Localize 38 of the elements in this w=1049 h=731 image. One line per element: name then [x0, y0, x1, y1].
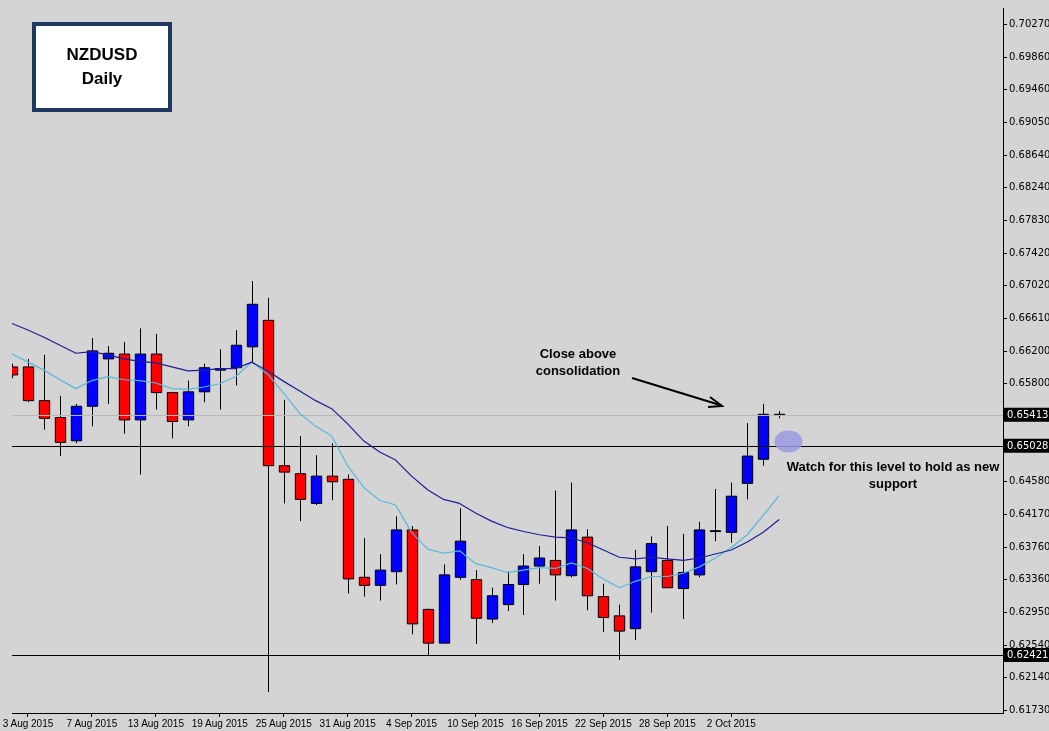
y-tick-label: 0.64170	[1009, 508, 1049, 520]
ref-line-label: 0.62421	[1007, 649, 1049, 661]
y-tick-label: 0.67420	[1009, 247, 1049, 259]
y-tick-label: 0.69460	[1009, 83, 1049, 95]
x-tick-label: 22 Sep 2015	[575, 717, 633, 729]
y-tick-label: 0.67830	[1009, 214, 1049, 226]
y-tick-label: 0.61730	[1009, 704, 1049, 716]
x-tick-label: 13 Aug 2015	[127, 717, 185, 729]
y-tick-label: 0.66200	[1009, 345, 1049, 357]
annotation: Close above consolidation	[534, 345, 622, 379]
y-tick-label: 0.63360	[1009, 573, 1049, 585]
x-tick-label: 4 Sep 2015	[386, 717, 438, 729]
y-tick-label: 0.69050	[1009, 116, 1049, 128]
y-tick-label: 0.63760	[1009, 541, 1049, 553]
y-tick-label: 0.70270	[1009, 18, 1049, 30]
x-tick-label: 10 Sep 2015	[447, 717, 505, 729]
y-tick-label: 0.68240	[1009, 181, 1049, 193]
x-tick-label: 31 Aug 2015	[319, 717, 377, 729]
y-tick-label: 0.65800	[1009, 377, 1049, 389]
x-tick-label: 7 Aug 2015	[66, 717, 118, 729]
annotation: Watch for this level to hold as new support	[786, 459, 1000, 491]
y-tick-label: 0.62140	[1009, 671, 1049, 683]
y-tick-label: 0.66610	[1009, 312, 1049, 324]
y-tick-label: 0.64580	[1009, 475, 1049, 487]
x-tick-label: 3 Aug 2015	[2, 717, 54, 729]
y-tick-label: 0.67020	[1009, 279, 1049, 291]
ref-line-label: 0.65028	[1007, 439, 1049, 451]
y-tick-label: 0.62540	[1009, 639, 1049, 651]
x-tick-label: 2 Oct 2015	[706, 717, 757, 729]
x-tick-label: 19 Aug 2015	[191, 717, 249, 729]
x-tick-label: 28 Sep 2015	[638, 717, 697, 729]
title-box: NZDUSD Daily	[32, 22, 172, 112]
x-tick-label: 25 Aug 2015	[255, 717, 313, 729]
y-tick-label: 0.62950	[1009, 606, 1049, 618]
y-tick-label: 0.68640	[1009, 149, 1049, 161]
y-tick-label: 0.69860	[1009, 51, 1049, 63]
ref-line-label: 0.65413	[1007, 408, 1049, 420]
x-tick-label: 16 Sep 2015	[511, 717, 569, 729]
